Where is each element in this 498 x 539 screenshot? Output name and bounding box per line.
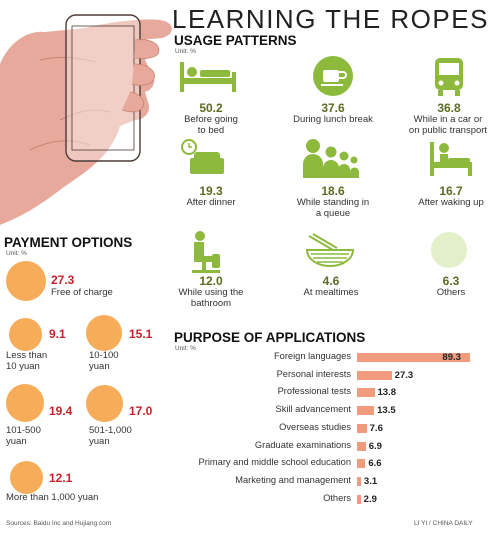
usage-label: After waking up: [418, 197, 484, 208]
payment-label: 101-500 yuan: [6, 425, 41, 447]
payment-value: 9.1: [49, 327, 66, 341]
bed-icon: [180, 62, 236, 92]
bar-category-label: Skill advancement: [275, 404, 351, 415]
bar: [357, 423, 367, 433]
payment-value: 19.4: [49, 404, 73, 418]
payment-label: Less than 10 yuan: [6, 350, 48, 372]
bar-category-label: Graduate examinations: [254, 439, 351, 450]
bar-category-label: Primary and middle school education: [198, 457, 351, 468]
bar-category-label: Overseas studies: [279, 421, 351, 432]
bar-value-label: 13.8: [377, 387, 397, 399]
usage-label: While using the bathroom: [178, 287, 244, 309]
usage-value: 37.6: [321, 101, 345, 115]
bar: [357, 388, 375, 398]
bar-category-label: Marketing and management: [235, 474, 351, 485]
payment-circle: [6, 384, 44, 422]
payment-unit: Unit: %: [6, 250, 27, 257]
bar-category-label: Foreign languages: [273, 351, 351, 361]
payment-section-title: PAYMENT OPTIONS: [4, 235, 133, 250]
bar-value-label: 27.3: [394, 369, 414, 381]
page-title: LEARNING THE ROPES: [172, 4, 489, 34]
bar-value-label: 2.9: [363, 493, 377, 505]
bar-value-label: 6.9: [368, 440, 382, 452]
bar: [357, 441, 366, 451]
noodle-bowl-icon: [305, 233, 355, 267]
circle-icon: [431, 232, 467, 268]
usage-label: During lunch break: [293, 114, 373, 125]
bar-value-label: 89.3: [442, 352, 461, 363]
usage-value: 6.3: [442, 274, 460, 288]
purpose-section-title: PURPOSE OF APPLICATIONS: [174, 330, 366, 345]
toilet-icon: [192, 231, 220, 273]
bar: [357, 353, 471, 362]
payment-value: 27.3: [51, 273, 75, 287]
bar-value-label: 6.6: [368, 458, 382, 470]
bar-category-label: Personal interests: [276, 368, 351, 379]
usage-value: 19.3: [199, 184, 223, 198]
sources-note: Sources: Baidu Inc and Hujiang.com: [6, 520, 112, 527]
usage-label: At mealtimes: [303, 287, 359, 298]
payment-circle: [6, 261, 46, 301]
bar: [357, 370, 392, 380]
usage-value: 4.6: [322, 274, 340, 288]
usage-section-title: USAGE PATTERNS: [174, 33, 297, 48]
usage-label: While standing in a queue: [296, 197, 370, 219]
credit-note: LI YI / CHINA DAILY: [414, 520, 473, 527]
payment-value: 12.1: [49, 471, 73, 485]
usage-unit: Unit: %: [175, 48, 196, 55]
bar: [357, 476, 361, 486]
queue-people-icon: [303, 139, 359, 178]
payment-label: 501-1,000 yuan: [89, 425, 132, 447]
usage-value: 16.7: [439, 184, 463, 198]
usage-value: 12.0: [199, 274, 223, 288]
bar-value-label: 3.1: [363, 475, 378, 487]
payment-circle: [9, 318, 42, 351]
usage-value: 36.8: [437, 101, 461, 115]
usage-value: 50.2: [199, 101, 223, 115]
bar-value-label: 7.6: [369, 422, 383, 434]
person-in-bed-icon: [430, 142, 472, 176]
payment-value: 15.1: [129, 327, 153, 341]
payment-value: 17.0: [129, 404, 153, 418]
purpose-unit: Unit: %: [175, 345, 196, 352]
payment-label: Free of charge: [51, 287, 113, 298]
bus-icon: [435, 58, 463, 96]
payment-label: 10-100 yuan: [89, 350, 119, 372]
bar: [357, 406, 375, 416]
payment-label: More than 1,000 yuan: [6, 492, 99, 503]
usage-label: Others: [436, 287, 466, 298]
payment-circle: [10, 461, 43, 494]
bar: [357, 459, 366, 469]
armchair-clock-icon: [181, 139, 224, 174]
usage-label: Before going to bed: [184, 114, 238, 136]
hand-holding-phone-illustration: [0, 14, 172, 226]
bar: [357, 494, 361, 504]
coffee-cup-icon: [313, 56, 353, 96]
usage-label: After dinner: [186, 197, 236, 208]
bar-category-label: Others: [323, 492, 351, 503]
payment-circle: [86, 315, 122, 351]
payment-circle: [86, 385, 123, 422]
usage-label: While in a car or on public transport: [408, 114, 488, 136]
bar-category-label: Professional tests: [277, 386, 351, 397]
usage-value: 18.6: [321, 184, 345, 198]
bar-value-label: 13.5: [377, 405, 396, 417]
